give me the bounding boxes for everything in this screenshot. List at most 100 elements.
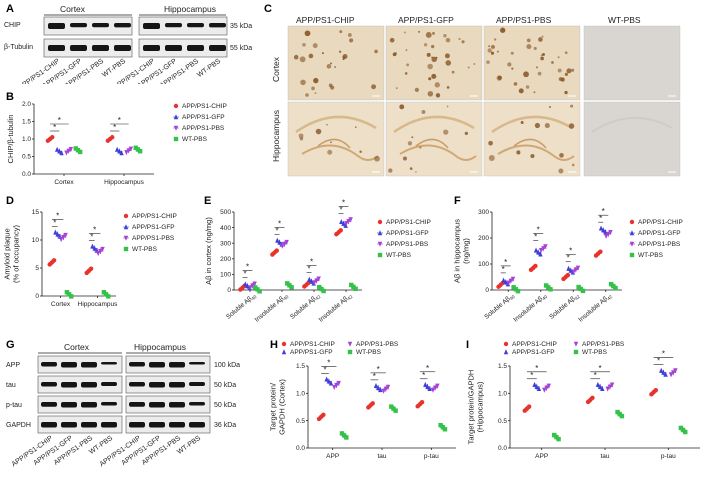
data-point	[128, 146, 134, 152]
significance-star: *	[90, 232, 93, 241]
band	[101, 402, 117, 406]
data-point	[548, 287, 553, 292]
data-point	[683, 429, 688, 435]
blot-a-hippocampus-header: Hippocampus	[164, 4, 216, 14]
legend-marker	[573, 349, 579, 355]
band-chip	[70, 23, 87, 28]
panel-e: E 0 100 200 300 400 500 Aβ in cortex (ng/mg) So…	[202, 194, 452, 334]
data-point	[543, 244, 548, 250]
legend-marker	[123, 213, 129, 219]
legend-label: APP/PS1-CHIP	[512, 341, 557, 348]
significance-star: *	[113, 123, 116, 132]
blot-a-svg: A Cortex Hippocampus CHIP β-Tubulin 35 k…	[4, 3, 252, 91]
data-point	[538, 251, 543, 257]
data-point	[100, 246, 105, 252]
band	[101, 362, 117, 365]
significance-star: *	[662, 350, 665, 359]
y-tick-label: 0.5	[498, 418, 507, 425]
significance-star: *	[569, 247, 572, 256]
legend-label: APP/PS1-CHIP	[386, 219, 431, 226]
significance-star: *	[426, 364, 429, 373]
y-tick-label: 0.0	[22, 171, 31, 178]
significance-star: *	[530, 371, 533, 380]
x-tick-label: p-tau	[424, 453, 439, 460]
data-point	[275, 237, 280, 243]
x-tick-label: Insoluble Aβ40	[512, 292, 548, 324]
y-tick-label: 0	[35, 293, 39, 300]
data-point	[51, 258, 57, 263]
data-point	[605, 386, 610, 392]
significance-star: *	[534, 232, 537, 241]
y-tick-label: 1.5	[296, 363, 305, 370]
band	[81, 382, 97, 388]
significance-star: *	[504, 258, 507, 267]
data-point	[381, 388, 386, 394]
significance-star: *	[422, 371, 425, 380]
band-chip	[143, 23, 160, 29]
x-tick-label: Soluble Aβ42	[548, 292, 581, 321]
band	[41, 422, 57, 428]
blot-g-kda: 50 kDa	[214, 402, 236, 409]
data-point	[373, 383, 379, 389]
data-point	[600, 386, 605, 392]
data-point	[536, 386, 542, 392]
data-point	[54, 146, 60, 152]
legend-label: WT-PBS	[182, 136, 208, 143]
data-point	[274, 248, 279, 253]
significance-star: *	[58, 116, 61, 125]
band	[61, 402, 77, 408]
data-point	[343, 222, 348, 228]
band	[81, 362, 97, 368]
legend-label: WT-PBS	[356, 349, 382, 356]
legend-label: APP/PS1-CHIP	[182, 103, 227, 110]
significance-star: *	[594, 371, 597, 380]
data-point	[137, 149, 143, 154]
data-point	[321, 412, 326, 417]
blot-g-kda: 36 kDa	[214, 422, 236, 429]
band-tubulin	[92, 45, 109, 51]
legend-marker	[503, 341, 509, 347]
y-tick-label: 15	[32, 209, 40, 216]
data-point	[339, 218, 344, 224]
micrograph	[385, 25, 483, 101]
panel-e-label: E	[204, 195, 211, 207]
data-point	[338, 228, 343, 233]
data-point	[533, 263, 538, 269]
data-point	[619, 413, 625, 419]
data-point	[312, 280, 317, 286]
significance-star: *	[246, 263, 249, 272]
panel-b-label: B	[6, 91, 14, 103]
panel-g-label: G	[6, 339, 15, 351]
band-chip	[165, 23, 182, 28]
data-point	[598, 249, 603, 254]
legend-label: APP/PS1-PBS	[582, 341, 625, 348]
lane-label: WT-PBS	[101, 58, 127, 79]
data-point	[598, 225, 604, 231]
data-point	[427, 386, 432, 392]
band	[129, 402, 145, 407]
band-tubulin	[209, 45, 226, 51]
data-point	[344, 221, 349, 227]
x-tick-label: tau	[377, 453, 386, 460]
band-tubulin	[70, 45, 87, 51]
y-axis-title: CHIP/β-tubulin	[6, 115, 15, 164]
data-point	[659, 367, 664, 373]
chart-i-svg: I 0.0 0.5 1.0 1.5 Target protein/GAPDH(Hippo…	[466, 339, 700, 460]
data-point	[565, 272, 571, 278]
legend-marker	[123, 224, 129, 230]
legend-label: WT-PBS	[386, 252, 412, 259]
y-axis-title: Amyloid plaque(% of occupancy)	[4, 225, 21, 283]
chart-d-svg: D 0 5 10 15 Amyloid plaque(% of occupancy) Co…	[3, 195, 177, 308]
micro-c-svg: C APP/PS1-CHIP APP/PS1-GFP APP/PS1-PBS W…	[264, 3, 681, 177]
data-point	[64, 290, 70, 295]
legend-marker	[377, 230, 383, 236]
band-tubulin	[48, 45, 65, 51]
data-point	[506, 280, 511, 286]
data-point	[423, 381, 428, 387]
legend-marker	[347, 349, 353, 355]
legend-marker	[173, 114, 179, 120]
blot-a-cortex-header: Cortex	[60, 4, 86, 14]
